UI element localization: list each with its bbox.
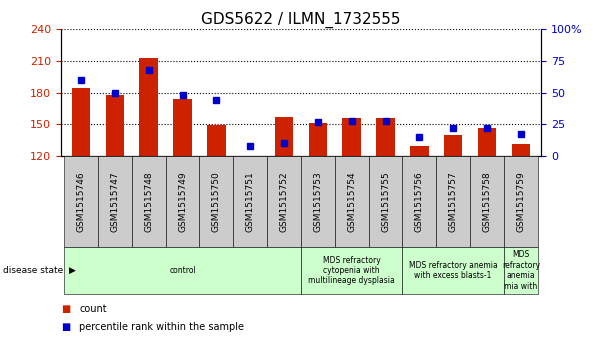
Text: GSM1515746: GSM1515746 xyxy=(77,171,86,232)
Text: disease state  ▶: disease state ▶ xyxy=(3,266,76,275)
Text: GSM1515749: GSM1515749 xyxy=(178,171,187,232)
Text: GSM1515753: GSM1515753 xyxy=(313,171,322,232)
Bar xyxy=(173,99,192,156)
Text: ■: ■ xyxy=(61,322,70,332)
Text: GSM1515747: GSM1515747 xyxy=(111,171,119,232)
Bar xyxy=(139,58,158,156)
Text: GSM1515751: GSM1515751 xyxy=(246,171,255,232)
Bar xyxy=(275,117,293,156)
Text: MDS refractory anemia
with excess blasts-1: MDS refractory anemia with excess blasts… xyxy=(409,261,497,280)
Bar xyxy=(309,123,327,156)
Bar xyxy=(511,144,530,156)
Text: ■: ■ xyxy=(61,303,70,314)
Bar xyxy=(410,146,429,156)
Text: GSM1515752: GSM1515752 xyxy=(280,171,289,232)
Bar xyxy=(342,118,361,156)
Text: GSM1515759: GSM1515759 xyxy=(516,171,525,232)
Bar xyxy=(72,88,91,156)
Text: GSM1515748: GSM1515748 xyxy=(144,171,153,232)
Text: GSM1515750: GSM1515750 xyxy=(212,171,221,232)
Text: percentile rank within the sample: percentile rank within the sample xyxy=(79,322,244,332)
Text: control: control xyxy=(169,266,196,275)
Bar xyxy=(444,135,463,156)
Bar xyxy=(478,127,496,156)
Bar xyxy=(207,125,226,156)
Text: MDS refractory
cytopenia with
multilineage dysplasia: MDS refractory cytopenia with multilinea… xyxy=(308,256,395,285)
Bar xyxy=(106,95,124,156)
Text: GSM1515754: GSM1515754 xyxy=(347,171,356,232)
Text: MDS
refractory
anemia
mia with: MDS refractory anemia mia with xyxy=(502,250,540,290)
Text: count: count xyxy=(79,303,106,314)
Bar xyxy=(376,118,395,156)
Title: GDS5622 / ILMN_1732555: GDS5622 / ILMN_1732555 xyxy=(201,12,401,28)
Text: GSM1515756: GSM1515756 xyxy=(415,171,424,232)
Text: GSM1515755: GSM1515755 xyxy=(381,171,390,232)
Text: GSM1515758: GSM1515758 xyxy=(483,171,491,232)
Text: GSM1515757: GSM1515757 xyxy=(449,171,458,232)
